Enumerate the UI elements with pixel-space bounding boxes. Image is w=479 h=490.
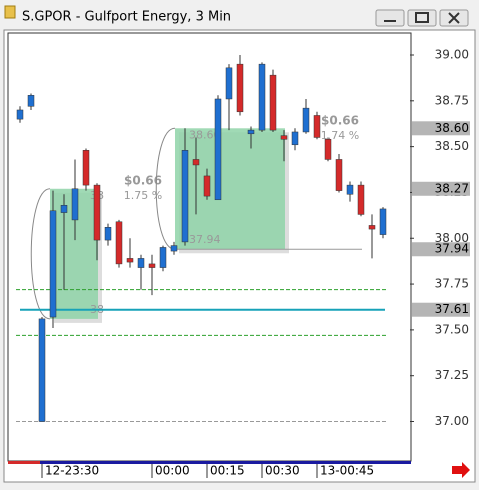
x-tick-label: 13-00:45: [320, 464, 374, 478]
x-tick-label: 00:30: [265, 464, 300, 478]
candle-body: [379, 208, 387, 235]
y-tick-label: 37.50: [435, 322, 469, 336]
x-tick-label: 00:15: [210, 464, 245, 478]
window-title: S.GPOR - Gulfport Energy, 3 Min: [22, 10, 231, 25]
y-tick-label: 38.75: [435, 93, 469, 107]
y-tick-label: 38.50: [435, 139, 469, 153]
y-tick-label: 39.00: [435, 47, 469, 61]
minimize-button[interactable]: [375, 9, 405, 27]
candle-body: [225, 67, 233, 100]
candle-body: [280, 135, 288, 140]
candle-body: [192, 159, 200, 166]
maximize-icon: [415, 12, 429, 23]
candle-body: [104, 227, 112, 241]
y-tick-label: 38.00: [435, 231, 469, 245]
candle-body: [38, 318, 46, 422]
scroll-marker: [8, 461, 40, 464]
candle-body: [258, 63, 266, 131]
y-tick-label: 37.00: [435, 414, 469, 428]
price-label-box: [412, 302, 470, 317]
price-label: 37.61: [435, 302, 469, 316]
candle-body: [269, 74, 277, 131]
zone-change: $0.66: [321, 114, 359, 128]
candle-body: [181, 150, 189, 243]
candle-body: [170, 245, 178, 252]
candle-body: [27, 95, 35, 107]
price-label: 38.60: [435, 121, 469, 135]
candle-body: [335, 159, 343, 191]
x-tick-label: 12-23:30: [45, 464, 99, 478]
candle-body: [302, 107, 310, 133]
scroll-bar: [8, 461, 411, 464]
candle-body: [148, 263, 156, 268]
candle-body: [159, 247, 167, 268]
candle-body: [49, 210, 57, 318]
candle-body: [126, 258, 134, 263]
y-tick-label: 37.25: [435, 368, 469, 382]
candle-body: [203, 175, 211, 197]
price-label: 38.27: [435, 181, 469, 195]
zone-percent: 1.74 %: [321, 129, 359, 142]
price-label: 37.94: [435, 242, 469, 256]
candle-body: [16, 109, 24, 120]
candle-body: [71, 188, 79, 221]
candle-body: [357, 184, 365, 215]
candle-body: [313, 115, 321, 138]
candle-body: [137, 258, 145, 268]
zone-arc: [30, 188, 51, 320]
candle-body: [115, 221, 123, 265]
price-label-box: [412, 181, 470, 196]
candle-body: [247, 129, 255, 135]
zone-high-label: 38.60: [189, 128, 221, 141]
candle-body: [82, 150, 90, 186]
zone: [175, 128, 285, 250]
candle-body: [346, 184, 354, 195]
close-icon: [448, 12, 460, 24]
zone-percent: 1.75 %: [124, 189, 162, 202]
candle-body: [291, 131, 299, 146]
candle-body: [214, 98, 222, 201]
price-label-box: [412, 242, 470, 257]
candle-body: [236, 63, 244, 113]
y-tick-label: 37.75: [435, 277, 469, 291]
zone-arc: [155, 127, 176, 250]
x-tick-label: 00:00: [155, 464, 190, 478]
candle-body: [93, 184, 101, 241]
candle-body: [324, 139, 332, 160]
price-label-box: [412, 121, 470, 136]
zone-low-label: 37.94: [189, 233, 221, 246]
zone-change: $0.66: [124, 174, 162, 188]
plot: $0.661.75 %3838$0.661.74 %38.6037.9437.0…: [16, 47, 470, 478]
app-icon: [4, 5, 16, 19]
scroll-arrow[interactable]: [452, 462, 470, 478]
candle-body: [60, 205, 68, 213]
candle-body: [368, 225, 376, 230]
